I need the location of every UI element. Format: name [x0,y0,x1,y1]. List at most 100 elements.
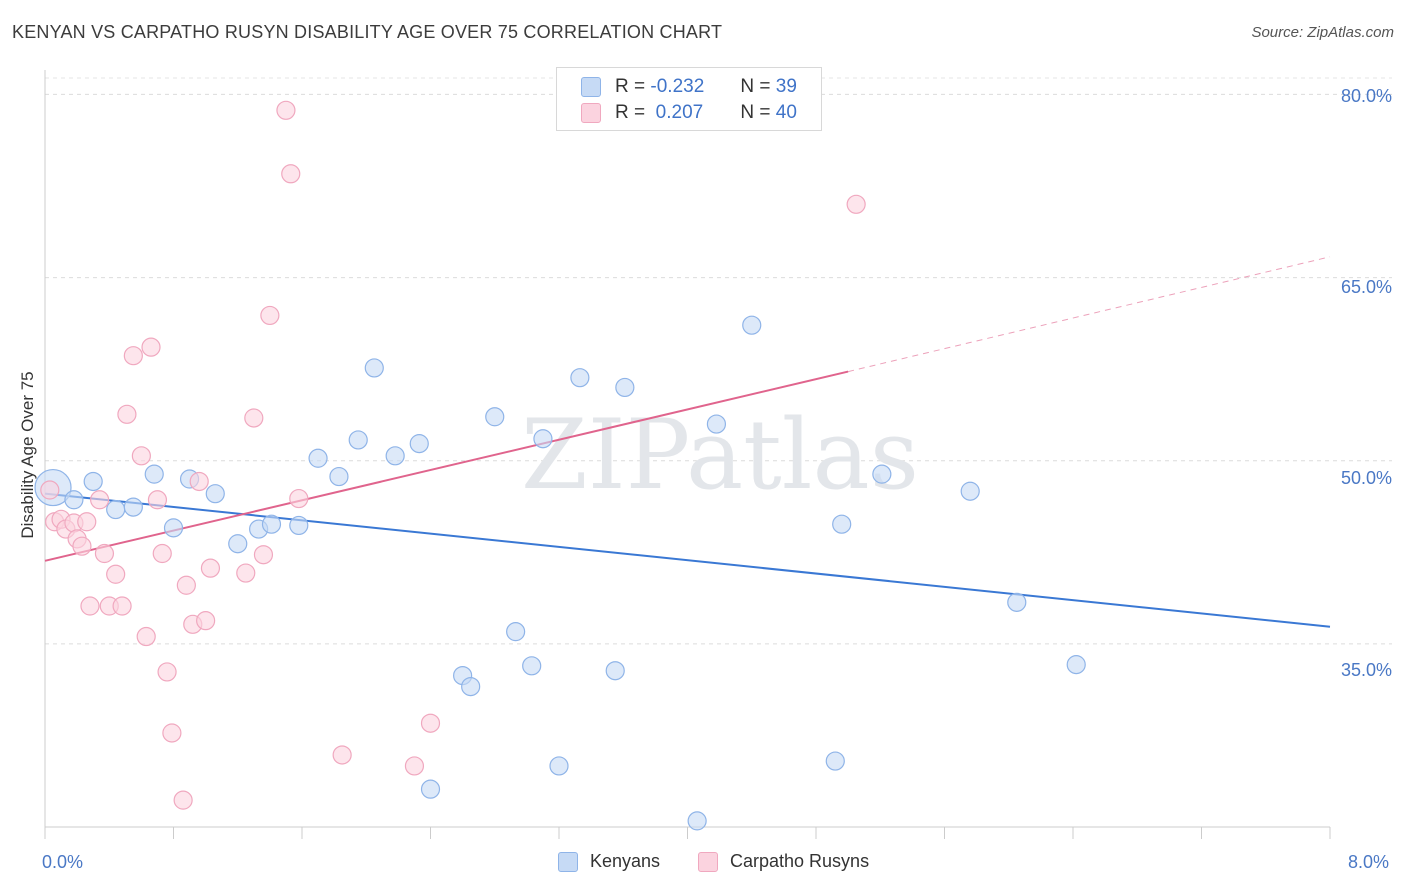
data-point [260,305,280,326]
data-point [77,512,97,532]
data-point [420,713,441,733]
data-point [960,481,980,501]
data-point [348,430,368,450]
data-point [549,756,569,776]
data-point [1066,655,1086,675]
data-point [506,622,526,642]
data-point [205,484,225,504]
data-point [276,100,296,120]
data-point [152,543,172,564]
data-point [308,448,328,468]
bottom-legend-label: Carpatho Rusyns [730,851,870,871]
data-point [144,464,164,484]
data-point [173,790,193,810]
grid-lines [45,77,1392,645]
data-point [404,756,425,776]
data-point [106,499,126,520]
data-point [141,337,161,357]
y-tick-label: 35.0% [1340,660,1392,680]
data-point [832,514,852,534]
data-point [261,514,282,534]
data-point [40,480,60,500]
data-point [329,466,349,487]
y-tick-label: 65.0% [1340,277,1392,297]
data-point [332,745,352,765]
chart-source: Source: ZipAtlas.com [1251,24,1394,41]
legend-r-value: 0.207 [650,102,704,123]
legend-r-label: R = [615,102,646,123]
bottom-swatch-carpatho [698,851,718,872]
data-point [131,446,151,466]
bottom-legend-kenyans: Kenyans [558,851,660,872]
y-tick-label: 80.0% [1340,86,1392,106]
data-point [228,534,248,554]
legend-n-value: 39 [775,76,797,97]
data-point [106,564,126,584]
data-point [825,751,845,771]
data-point [80,596,100,616]
legend-r-label: R = [615,76,646,97]
data-point [485,407,505,427]
y-tick-label: 50.0% [1340,468,1392,488]
data-point [364,358,384,378]
data-point [409,434,429,454]
legend-r-value: -0.232 [650,76,705,97]
data-points [34,100,1086,831]
data-point [605,661,625,681]
legend-n-label: N = [740,76,771,97]
bottom-legend-carpatho: Carpatho Rusyns [698,851,869,872]
legend-row-carpatho: R = 0.207 N = 40 [581,101,797,125]
data-point [163,518,184,538]
data-point [64,490,84,510]
data-point [570,368,590,388]
chart-title: KENYAN VS CARPATHO RUSYN DISABILITY AGE … [12,22,723,42]
data-point [112,596,132,616]
data-point [189,471,209,492]
data-point [385,446,405,466]
axes [44,70,1331,839]
data-point [244,408,264,428]
data-point [162,723,182,743]
data-point [289,515,309,536]
bottom-swatch-kenyans [558,851,578,872]
data-point [289,488,309,509]
data-point [200,558,221,578]
data-point [147,490,168,510]
trend-line-extension [848,256,1331,373]
data-point [533,429,553,449]
data-point [83,471,103,492]
data-point [117,404,137,424]
data-point [253,545,274,565]
data-point [461,676,481,697]
data-point [846,194,866,214]
bottom-legend-label: Kenyans [590,851,661,871]
legend-row-kenyans: R = -0.232 N = 39 [581,75,797,99]
data-point [236,563,256,583]
x-tick-label: 0.0% [42,852,84,872]
data-point [123,497,143,517]
legend-n-label: N = [740,102,771,123]
data-point [872,464,892,484]
data-point [706,414,727,434]
data-point [176,575,196,595]
legend-swatch-carpatho [581,103,601,123]
stats-legend: R = -0.232 N = 39 R = 0.207 N = 40 [556,67,822,131]
data-point [522,656,542,676]
data-point [157,662,177,682]
legend-swatch-kenyans [581,77,601,97]
data-point [90,490,110,510]
data-point [136,626,156,647]
x-tick-label: 8.0% [1348,852,1390,872]
data-point [742,315,762,335]
data-point [123,346,143,366]
data-point [72,536,92,556]
data-point [196,611,216,631]
data-point [687,811,707,831]
data-point [420,779,441,799]
legend-n-value: 40 [775,102,797,123]
data-point [281,164,301,184]
data-point [94,543,115,564]
data-point [615,377,635,398]
data-point [1007,592,1027,612]
